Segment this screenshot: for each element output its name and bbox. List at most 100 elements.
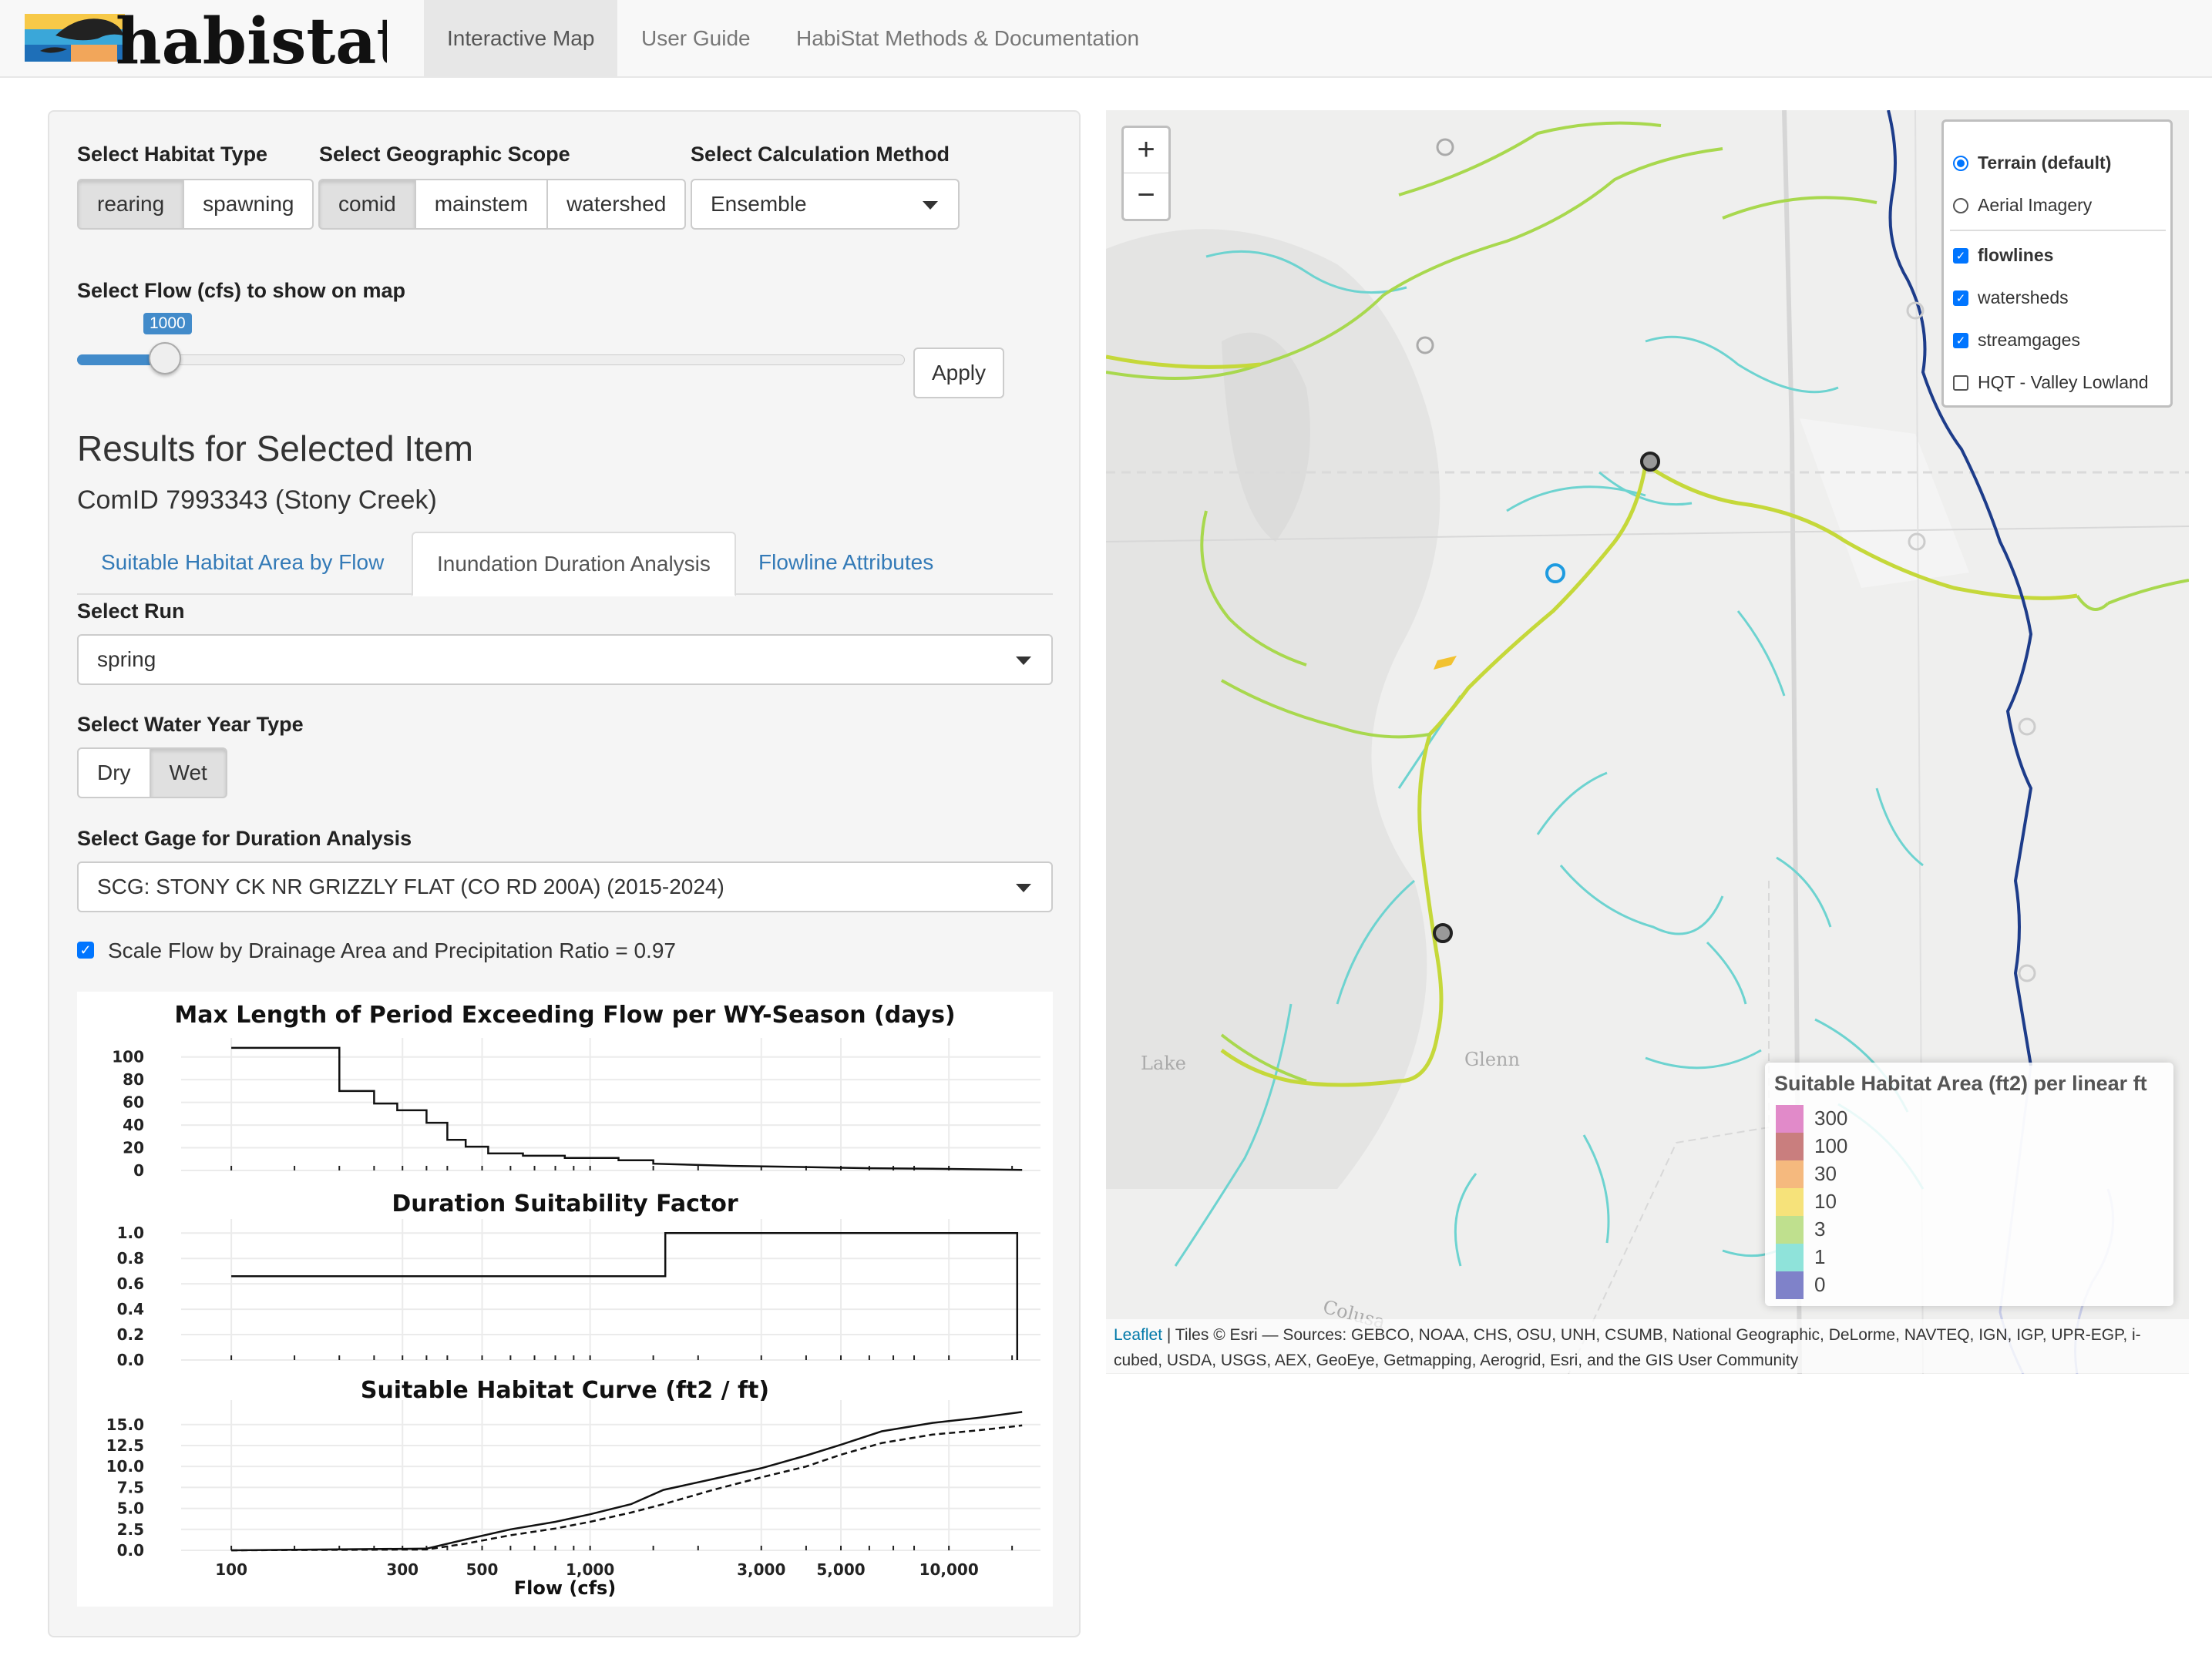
legend-label: 1 xyxy=(1814,1245,1826,1268)
y-tick-label: 40 xyxy=(123,1116,144,1134)
scope-mainstem-button[interactable]: mainstem xyxy=(414,179,549,230)
flow-slider-fill xyxy=(77,354,165,365)
overlay-flowlines-option[interactable]: ✓ flowlines xyxy=(1953,245,2053,266)
legend-swatch xyxy=(1776,1188,1804,1216)
y-tick-label: 0.8 xyxy=(117,1249,144,1268)
attribution-text: | Tiles © Esri — Sources: GEBCO, NOAA, C… xyxy=(1114,1326,2141,1369)
chart-title: Suitable Habitat Curve (ft2 / ft) xyxy=(361,1377,769,1404)
apply-button[interactable]: Apply xyxy=(913,348,1004,398)
gage-select-value: SCG: STONY CK NR GRIZZLY FLAT (CO RD 200… xyxy=(97,875,724,898)
scale-flow-label: Scale Flow by Drainage Area and Precipit… xyxy=(108,939,676,962)
x-tick-label: 500 xyxy=(466,1560,499,1579)
zoom-out-button[interactable]: − xyxy=(1137,178,1155,212)
tab-flowline-attributes[interactable]: Flowline Attributes xyxy=(758,550,934,574)
y-tick-label: 2.5 xyxy=(117,1520,144,1539)
zoom-in-button[interactable]: + xyxy=(1124,128,1168,173)
x-axis-label: Flow (cfs) xyxy=(514,1577,617,1599)
results-heading: Results for Selected Item xyxy=(77,428,473,468)
checkbox-icon: ✓ xyxy=(1953,247,1968,264)
series-line-dashed xyxy=(231,1424,1023,1552)
scope-comid-button[interactable]: comid xyxy=(318,179,416,230)
chevron-down-icon xyxy=(1016,657,1031,665)
series-line xyxy=(231,1046,1023,1171)
y-tick-label: 10.0 xyxy=(106,1457,144,1476)
legend-swatch xyxy=(1776,1160,1804,1188)
radio-icon xyxy=(1953,197,1968,213)
y-tick-label: 1.0 xyxy=(117,1224,144,1242)
habistat-logo[interactable]: habistat xyxy=(25,5,405,79)
y-tick-label: 0.2 xyxy=(117,1325,144,1344)
basemap-terrain-option[interactable]: Terrain (default) xyxy=(1953,153,2111,173)
chevron-down-icon xyxy=(923,201,938,210)
scale-flow-checkbox[interactable]: ✓ xyxy=(77,942,94,959)
tab-suitable-habitat-area[interactable]: Suitable Habitat Area by Flow xyxy=(101,550,385,574)
overlay-hqt-option[interactable]: HQT - Valley Lowland xyxy=(1953,372,2149,393)
flow-slider-value: 1000 xyxy=(143,313,192,334)
x-tick-label: 10,000 xyxy=(919,1560,979,1579)
chart-title: Max Length of Period Exceeding Flow per … xyxy=(174,1002,955,1029)
tab-inundation-duration[interactable]: Inundation Duration Analysis xyxy=(412,532,736,596)
legend-label: 3 xyxy=(1814,1217,1826,1241)
y-tick-label: 0.4 xyxy=(117,1300,144,1318)
legend-label: 100 xyxy=(1814,1134,1848,1157)
navbar: habistat Interactive Map User Guide Habi… xyxy=(0,0,2212,79)
chart-title: Duration Suitability Factor xyxy=(392,1190,738,1217)
results-tabs: Suitable Habitat Area by Flow Inundation… xyxy=(77,532,1053,596)
legend-label: 30 xyxy=(1814,1162,1837,1185)
habitat-rearing-button[interactable]: rearing xyxy=(77,179,185,230)
geographic-scope-group: comid mainstem watershed xyxy=(318,179,687,230)
y-tick-label: 60 xyxy=(123,1093,144,1112)
series-line xyxy=(231,1411,1023,1552)
legend-swatch xyxy=(1776,1133,1804,1160)
logo-wordmark: habistat xyxy=(116,9,387,71)
map-legend: Suitable Habitat Area (ft2) per linear f… xyxy=(1765,1063,2173,1306)
tab-user-guide[interactable]: User Guide xyxy=(641,26,751,50)
legend-swatch xyxy=(1776,1271,1804,1299)
y-tick-label: 0 xyxy=(133,1161,144,1180)
y-tick-label: 20 xyxy=(123,1139,144,1157)
tab-methods-documentation[interactable]: HabiStat Methods & Documentation xyxy=(796,26,1140,50)
geographic-scope-label: Select Geographic Scope xyxy=(319,143,570,166)
tab-interactive-map[interactable]: Interactive Map xyxy=(424,0,618,78)
checkbox-icon: ✓ xyxy=(1953,290,1968,306)
y-tick-label: 0.0 xyxy=(117,1541,144,1560)
interactive-map[interactable]: Glenn Lake Colusa + − Terrain (default) … xyxy=(1106,110,2189,1374)
scope-watershed-button[interactable]: watershed xyxy=(546,179,687,230)
map-basemap: Glenn Lake Colusa xyxy=(1106,110,2189,1374)
calculation-method-select[interactable]: Ensemble xyxy=(691,179,960,230)
y-tick-label: 7.5 xyxy=(117,1478,144,1496)
overlay-watersheds-option[interactable]: ✓ watersheds xyxy=(1953,287,2069,308)
x-tick-label: 300 xyxy=(386,1560,419,1579)
habitat-spawning-button[interactable]: spawning xyxy=(183,179,314,230)
map-label-lake: Lake xyxy=(1141,1053,1186,1074)
zoom-control: + − xyxy=(1121,126,1171,221)
x-tick-label: 100 xyxy=(215,1560,247,1579)
overlay-watersheds-label: watersheds xyxy=(1978,287,2069,307)
overlay-streamgages-option[interactable]: ✓ streamgages xyxy=(1953,330,2080,351)
basemap-aerial-label: Aerial Imagery xyxy=(1978,195,2093,215)
legend-title: Suitable Habitat Area (ft2) per linear f… xyxy=(1774,1072,2147,1095)
overlay-hqt-label: HQT - Valley Lowland xyxy=(1978,372,2149,392)
x-tick-label: 5,000 xyxy=(816,1560,865,1579)
wy-wet-button[interactable]: Wet xyxy=(149,747,227,798)
overlay-flowlines-label: flowlines xyxy=(1978,245,2054,265)
water-year-type-group: Dry Wet xyxy=(77,747,227,798)
flow-slider-track[interactable] xyxy=(77,354,905,365)
legend-label: 300 xyxy=(1814,1107,1848,1130)
leaflet-link[interactable]: Leaflet xyxy=(1114,1326,1163,1344)
flow-slider-handle[interactable] xyxy=(149,342,181,374)
map-attribution: Leaflet | Tiles © Esri — Sources: GEBCO,… xyxy=(1106,1319,2189,1373)
legend-swatch xyxy=(1776,1216,1804,1244)
wy-dry-button[interactable]: Dry xyxy=(77,747,151,798)
y-tick-label: 0.0 xyxy=(117,1351,144,1369)
x-tick-label: 3,000 xyxy=(737,1560,785,1579)
selected-item-title: ComID 7993343 (Stony Creek) xyxy=(77,485,437,515)
run-select[interactable]: spring xyxy=(77,634,1053,685)
gage-select[interactable]: SCG: STONY CK NR GRIZZLY FLAT (CO RD 200… xyxy=(77,861,1053,912)
y-tick-label: 12.5 xyxy=(106,1436,144,1455)
flow-slider-label: Select Flow (cfs) to show on map xyxy=(77,279,406,302)
calculation-method-label: Select Calculation Method xyxy=(691,143,950,166)
basemap-terrain-label: Terrain (default) xyxy=(1978,153,2112,173)
legend-swatch xyxy=(1776,1244,1804,1271)
basemap-aerial-option[interactable]: Aerial Imagery xyxy=(1953,195,2092,216)
